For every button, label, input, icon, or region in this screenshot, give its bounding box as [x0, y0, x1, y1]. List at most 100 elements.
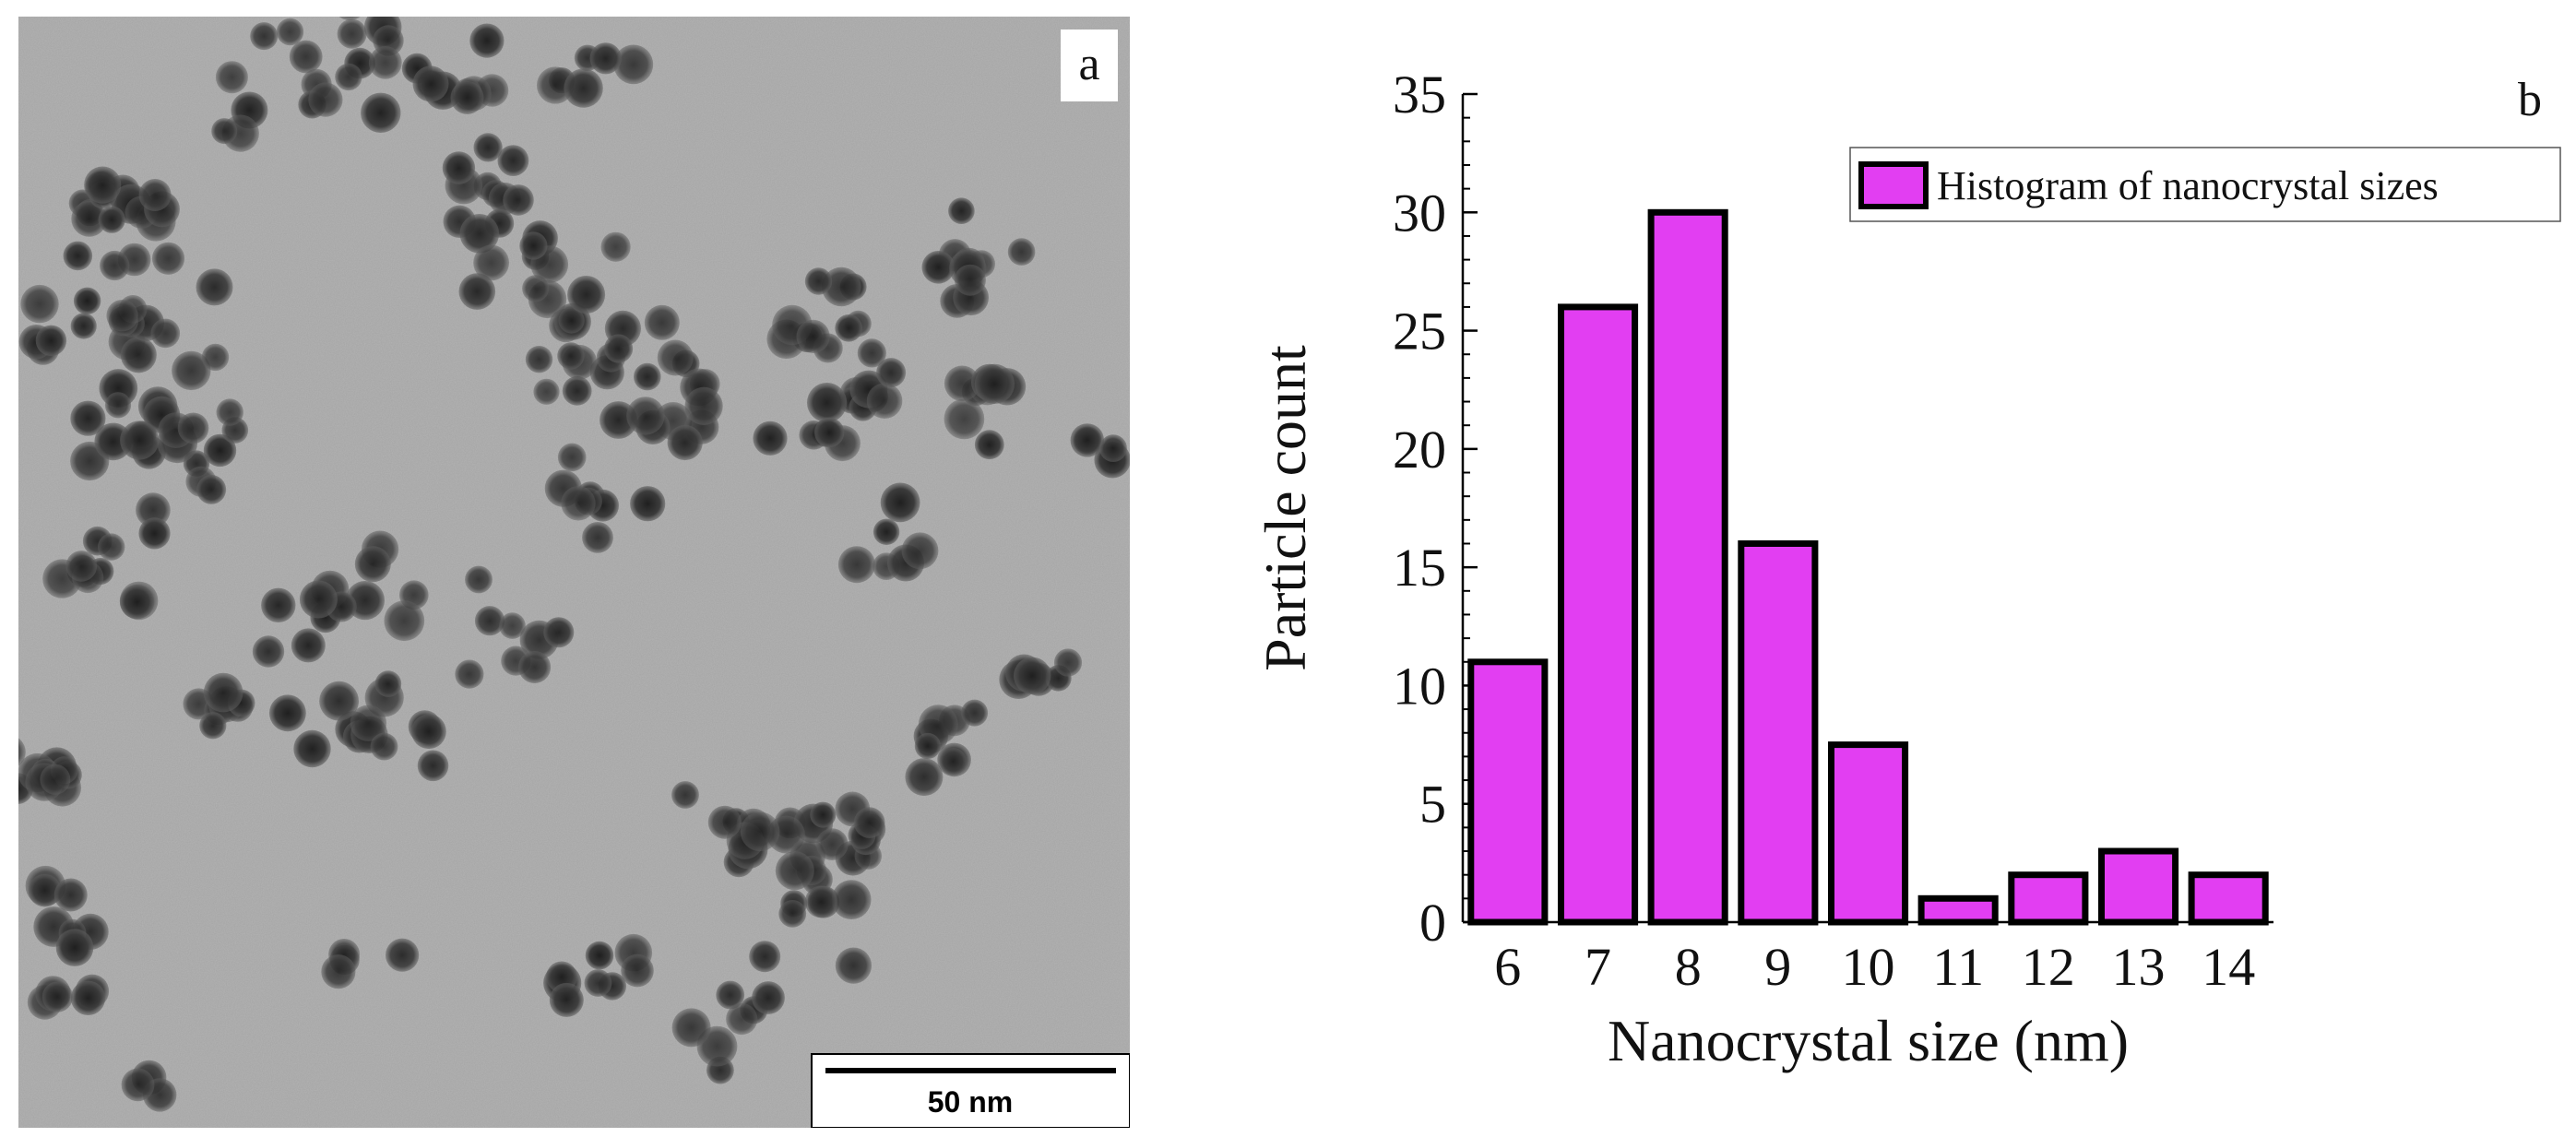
nanoparticle: [321, 954, 356, 989]
nanoparticle: [412, 65, 449, 102]
nanoparticle: [196, 268, 233, 306]
nanoparticle: [450, 80, 484, 114]
nanoparticle: [250, 22, 279, 51]
nanoparticle: [1070, 423, 1105, 457]
nanoparticle: [853, 807, 885, 838]
nanoparticle: [411, 714, 446, 750]
nanoparticle: [876, 358, 907, 388]
nanoparticle: [921, 251, 956, 284]
nanoparticle: [73, 287, 101, 314]
nanoparticle: [252, 635, 285, 668]
nanoparticle: [100, 250, 130, 281]
nanoparticle: [215, 61, 248, 94]
nanoparticle: [914, 732, 942, 760]
nanoparticle: [873, 518, 900, 545]
nanoparticle: [469, 23, 505, 58]
nanoparticle: [28, 873, 62, 907]
nanoparticle: [657, 339, 694, 376]
y-tick-label: 15: [1393, 538, 1446, 598]
nanoparticle: [630, 486, 666, 522]
tem-noise: [18, 17, 1130, 1128]
nanoparticle: [613, 44, 654, 85]
nanoparticle: [807, 383, 848, 423]
nanoparticle: [707, 805, 742, 839]
nanoparticle: [604, 334, 634, 363]
nanoparticle: [866, 383, 903, 420]
nanoparticle: [626, 397, 665, 435]
nanoparticle: [216, 398, 243, 426]
y-tick-label: 10: [1393, 656, 1446, 716]
nanoparticle: [644, 304, 680, 340]
x-tick-label: 9: [1764, 937, 1791, 997]
nanoparticle: [203, 433, 237, 468]
nanoparticle: [337, 18, 367, 49]
nanoparticle: [634, 362, 661, 391]
nanoparticle: [473, 133, 503, 162]
nanoparticle: [671, 781, 699, 809]
histogram-panel: 0 5 10 15 20 25 30 35 6 7 8 9 10 11 12 13 14 Particle co…: [1199, 0, 2576, 1137]
nanoparticle: [20, 284, 59, 324]
nanoparticle: [562, 375, 592, 406]
nanoparticle: [821, 266, 861, 307]
nanoparticle: [549, 982, 584, 1017]
x-tick-label: 7: [1585, 937, 1611, 997]
histogram-bar: [2098, 847, 2179, 926]
nanoparticle: [104, 392, 132, 419]
nanoparticle: [600, 231, 631, 262]
nanoparticle: [561, 486, 596, 521]
nanoparticle: [726, 1002, 758, 1036]
nanoparticle: [201, 343, 230, 372]
nanoparticle: [172, 350, 211, 391]
scale-bar: [825, 1068, 1116, 1073]
nanoparticle: [120, 337, 157, 373]
nanoparticle: [368, 46, 402, 79]
nanoparticle: [857, 338, 886, 368]
nanoparticle: [70, 313, 97, 339]
nanoparticle: [308, 82, 343, 117]
nanoparticle: [974, 363, 1015, 404]
nanoparticle: [582, 522, 613, 553]
nanoparticle: [518, 651, 552, 683]
nanoparticle: [299, 580, 338, 619]
nanoparticle: [543, 617, 575, 648]
nanoparticle: [261, 587, 296, 622]
scale-bar-box: [811, 1053, 1130, 1128]
nanoparticle: [121, 1068, 155, 1102]
nanoparticle: [138, 179, 172, 211]
nanoparticle: [361, 92, 401, 133]
nanoparticle: [35, 325, 67, 356]
nanoparticle: [901, 532, 939, 570]
y-tick-label: 5: [1419, 775, 1446, 835]
histogram-bar: [2188, 871, 2269, 926]
nanoparticle: [671, 1008, 711, 1048]
nanoparticle: [522, 275, 550, 302]
nanoparticle: [796, 319, 830, 353]
nanoparticle: [199, 712, 227, 740]
nanoparticle: [65, 551, 98, 582]
nanoparticle: [778, 900, 807, 928]
histogram-bar: [1558, 303, 1639, 926]
nanoparticle: [291, 628, 326, 663]
histogram-bar: [1738, 540, 1819, 926]
nanoparticle: [810, 801, 837, 828]
x-axis-title: Nanocrystal size (nm): [1608, 1008, 2129, 1073]
chart-tick-labels: 0 5 10 15 20 25 30 35 6 7 8 9 10 11 12 13 14: [1393, 65, 2255, 997]
nanoparticle: [276, 18, 304, 46]
histogram-bar: [1828, 741, 1909, 926]
nanoparticle: [944, 398, 985, 440]
nanoparticle: [944, 365, 980, 402]
nanoparticle: [954, 264, 986, 296]
nanoparticle: [961, 699, 989, 727]
nanoparticle: [63, 241, 93, 271]
nanoparticle: [42, 981, 73, 1013]
nanoparticle: [354, 546, 391, 583]
nanoparticle: [442, 151, 476, 184]
nanoparticle: [98, 206, 125, 233]
nanoparticle: [775, 851, 814, 891]
y-tick-label: 20: [1393, 420, 1446, 480]
x-tick-label: 6: [1494, 937, 1521, 997]
nanoparticle: [835, 314, 862, 342]
nanoparticle: [136, 492, 171, 527]
nanoparticle: [84, 166, 122, 204]
nanoparticle: [752, 981, 785, 1014]
